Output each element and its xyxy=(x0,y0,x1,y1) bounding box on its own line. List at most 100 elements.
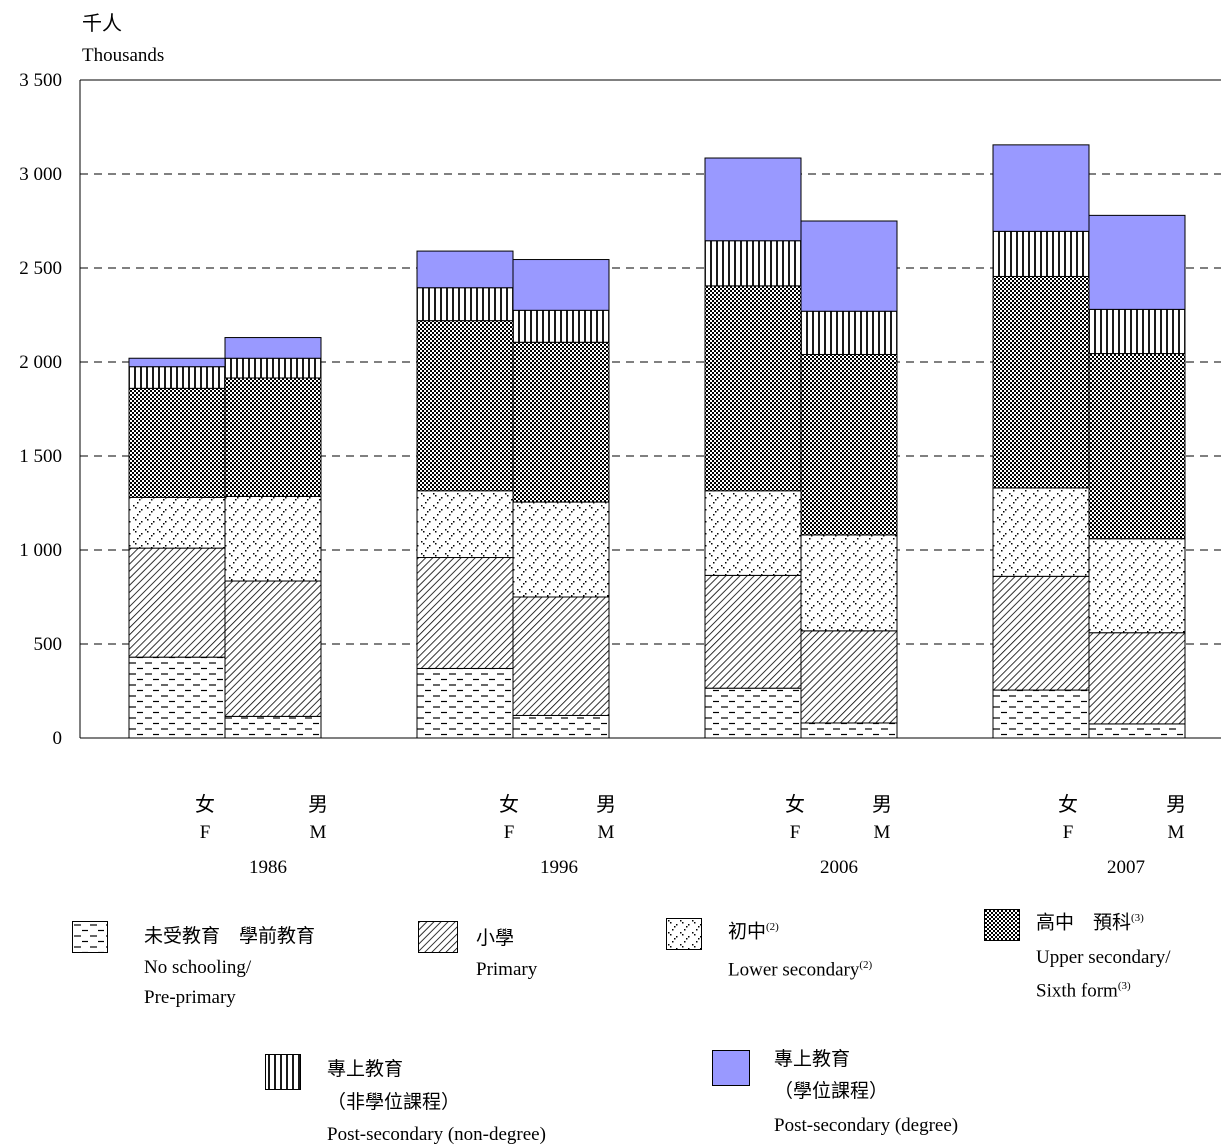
legend-label-noschool-en2: Pre-primary xyxy=(144,987,236,1008)
year-label: 2007 xyxy=(1107,857,1145,878)
bar-degree-2006-M xyxy=(800,220,898,312)
legend-label-noschool-en1: No schooling/ xyxy=(144,957,252,978)
legend-label-degree-zh: 專上教育 xyxy=(774,1048,851,1070)
sex-label-en: F xyxy=(1063,822,1074,843)
bar-uppersec-1996-M xyxy=(512,341,610,503)
bar-uppersec-2007-F xyxy=(992,275,1090,489)
sex-label-en: F xyxy=(790,822,801,843)
bar-primary-2006-F xyxy=(704,574,802,689)
sex-label-zh: 女 xyxy=(195,792,215,816)
bar-nondeg-2007-F xyxy=(992,230,1090,277)
bar-degree-1986-M xyxy=(224,337,322,359)
bar-lowersec-2007-M xyxy=(1088,538,1186,634)
legend-label-lowersec-zh: 初中(2) xyxy=(728,920,779,943)
y-unit-en: Thousands xyxy=(82,45,164,66)
legend-label-uppersec-en1: Upper secondary/ xyxy=(1036,947,1171,968)
legend-swatch-uppersec xyxy=(984,909,1020,941)
bar-nondeg-2007-M xyxy=(1088,308,1186,355)
legend-degree: 專上教育 （學位課程） Post-secondary (degree) xyxy=(712,1048,1032,1144)
sex-label-zh: 女 xyxy=(499,792,519,816)
legend-swatch-primary xyxy=(418,921,458,953)
bar-uppersec-1986-F xyxy=(128,387,226,498)
sex-label-zh: 男 xyxy=(872,792,892,816)
sex-label-zh: 男 xyxy=(596,792,616,816)
legend-label-nondeg-zh: 專上教育 xyxy=(327,1058,404,1080)
bar-nondeg-1986-M xyxy=(224,357,322,379)
legend-label-nondeg-zh2: （非學位課程） xyxy=(327,1091,461,1113)
bar-noschool-1996-F xyxy=(416,667,514,739)
bar-uppersec-1996-F xyxy=(416,320,514,492)
y-tick-labels: 0 500 1 000 1 500 2 000 2 500 3 000 3 500 xyxy=(19,70,62,749)
bar-degree-2007-F xyxy=(992,144,1090,232)
bar-lowersec-2006-F xyxy=(704,490,802,576)
bar-noschool-1986-M xyxy=(224,715,322,739)
bars xyxy=(128,144,1186,739)
y-tick-label: 2 500 xyxy=(19,258,62,279)
bar-lowersec-1986-F xyxy=(128,496,226,549)
legend-label-degree-zh2: （學位課程） xyxy=(774,1080,889,1102)
y-tick-label: 500 xyxy=(34,634,63,655)
legend-label-degree-en: Post-secondary (degree) xyxy=(774,1115,959,1136)
bar-noschool-2006-M xyxy=(800,722,898,739)
y-tick-label: 1 500 xyxy=(19,446,62,467)
bar-degree-2007-M xyxy=(1088,214,1186,310)
bar-noschool-2007-M xyxy=(1088,723,1186,739)
y-tick-label: 3 000 xyxy=(19,164,62,185)
bar-primary-1986-M xyxy=(224,580,322,717)
bar-primary-1986-F xyxy=(128,547,226,658)
legend-swatch-degree xyxy=(712,1050,750,1086)
legend-label-nondeg-en: Post-secondary (non-degree) xyxy=(327,1124,546,1145)
sex-label-zh: 男 xyxy=(308,792,328,816)
y-tick-label: 2 000 xyxy=(19,352,62,373)
sex-label-zh: 男 xyxy=(1166,792,1186,816)
legend-noschool: 未受教育 學前教育 No schooling/ Pre-primary xyxy=(72,915,372,1025)
y-unit-zh: 千人 xyxy=(82,11,122,35)
y-tick-label: 0 xyxy=(53,728,63,749)
bar-nondeg-2006-M xyxy=(800,310,898,355)
year-label: 2006 xyxy=(820,857,858,878)
legend-label-uppersec-zh: 高中 預科(3) xyxy=(1036,911,1144,934)
legend-label-uppersec-en2: Sixth form(3) xyxy=(1036,980,1131,1002)
bar-lowersec-2006-M xyxy=(800,534,898,632)
legend-swatch-lowersec xyxy=(666,918,702,950)
sex-label-en: F xyxy=(504,822,515,843)
legend-label-primary-en: Primary xyxy=(476,959,538,980)
bar-noschool-2007-F xyxy=(992,689,1090,739)
bar-degree-1996-F xyxy=(416,250,514,289)
bar-degree-1996-M xyxy=(512,259,610,311)
bar-uppersec-2006-M xyxy=(800,353,898,536)
bar-noschool-1986-F xyxy=(128,656,226,739)
y-tick-label: 3 500 xyxy=(19,70,62,91)
bar-lowersec-1986-M xyxy=(224,495,322,582)
sex-label-zh: 女 xyxy=(785,792,805,816)
stacked-bar-chart: 千人 Thousands 0 500 1 000 1 500 2 000 2 500 3 0… xyxy=(19,11,1221,878)
bar-uppersec-2007-M xyxy=(1088,353,1186,540)
bar-lowersec-1996-F xyxy=(416,490,514,559)
legend-swatch-noschool xyxy=(72,921,108,953)
bar-lowersec-1996-M xyxy=(512,501,610,598)
bar-primary-2007-M xyxy=(1088,632,1186,725)
sex-label-en: M xyxy=(1168,822,1185,843)
legend-uppersec: 高中 預科(3) Upper secondary/ Sixth form(3) xyxy=(984,905,1221,1015)
bar-nondeg-1996-F xyxy=(416,287,514,322)
legend-label-noschool-zh: 未受教育 學前教育 xyxy=(144,925,316,947)
legend-label-lowersec-en: Lower secondary(2) xyxy=(728,959,873,981)
legend-lowersec: 初中(2) Lower secondary(2) xyxy=(666,912,946,992)
bar-uppersec-1986-M xyxy=(224,377,322,497)
bar-nondeg-2006-F xyxy=(704,240,802,287)
sex-label-en: F xyxy=(200,822,211,843)
legend-nondeg: 專上教育 （非學位課程） Post-secondary (non-degree) xyxy=(265,1048,625,1144)
bar-primary-2006-M xyxy=(800,630,898,724)
bar-nondeg-1986-F xyxy=(128,366,226,389)
sex-label-en: M xyxy=(310,822,327,843)
year-label: 1986 xyxy=(249,857,287,878)
bar-noschool-1996-M xyxy=(512,714,610,739)
bar-primary-2007-F xyxy=(992,575,1090,691)
bar-degree-2006-F xyxy=(704,157,802,242)
sex-label-en: M xyxy=(874,822,891,843)
bar-uppersec-2006-F xyxy=(704,285,802,492)
bar-degree-1986-F xyxy=(128,357,226,368)
legend-primary: 小學 Primary xyxy=(418,915,618,995)
legend-label-primary-zh: 小學 xyxy=(476,927,515,949)
